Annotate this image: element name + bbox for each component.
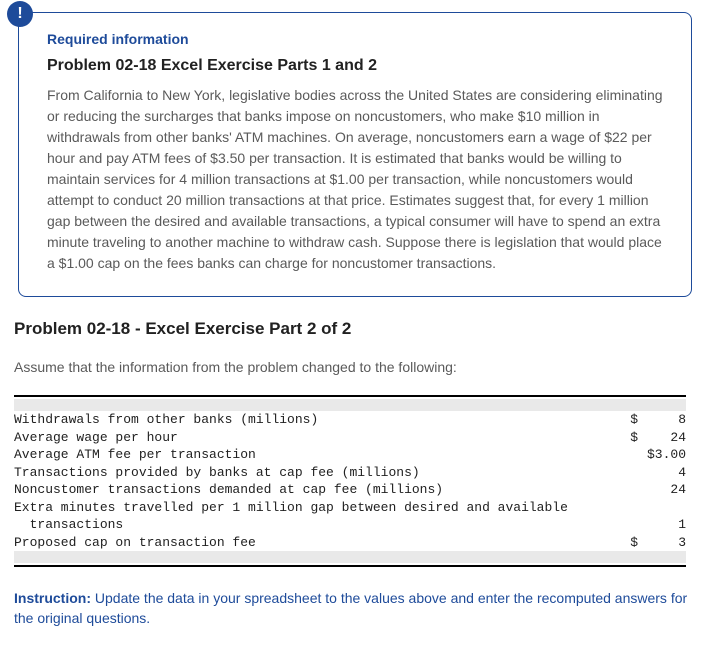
- table-row: Proposed cap on transaction fee$3: [14, 534, 686, 552]
- table-row: Average wage per hour$24: [14, 429, 686, 447]
- row-value: 24: [638, 481, 686, 499]
- data-table: Withdrawals from other banks (millions)$…: [14, 395, 686, 567]
- row-dollar: [618, 499, 638, 517]
- instruction-text: Update the data in your spreadsheet to t…: [14, 590, 687, 626]
- table-row: Transactions provided by banks at cap fe…: [14, 464, 686, 482]
- row-label: transactions: [14, 516, 618, 534]
- row-label: Average wage per hour: [14, 429, 618, 447]
- table-row: Extra minutes travelled per 1 million ga…: [14, 499, 686, 517]
- problem-body: From California to New York, legislative…: [47, 85, 663, 274]
- row-dollar: $: [618, 534, 638, 552]
- row-value: 24: [638, 429, 686, 447]
- row-dollar: $: [618, 429, 638, 447]
- section-title: Problem 02-18 - Excel Exercise Part 2 of…: [14, 319, 696, 339]
- row-dollar: [618, 516, 638, 534]
- table-row: Withdrawals from other banks (millions)$…: [14, 411, 686, 429]
- row-label: Average ATM fee per transaction: [14, 446, 618, 464]
- assume-text: Assume that the information from the pro…: [14, 359, 696, 375]
- instruction-block: Instruction: Update the data in your spr…: [14, 589, 696, 628]
- row-value: 1: [638, 516, 686, 534]
- table-header-shade: [14, 399, 686, 411]
- problem-title: Problem 02-18 Excel Exercise Parts 1 and…: [47, 57, 663, 75]
- row-dollar: [618, 464, 638, 482]
- table-row: Average ATM fee per transaction $3.00: [14, 446, 686, 464]
- required-heading: Required information: [47, 31, 663, 47]
- row-value: [638, 499, 686, 517]
- table-border-bottom: [14, 563, 686, 567]
- row-dollar: [618, 481, 638, 499]
- row-value: $3.00: [638, 446, 686, 464]
- row-label: Extra minutes travelled per 1 million ga…: [14, 499, 618, 517]
- row-value: 8: [638, 411, 686, 429]
- row-value: 3: [638, 534, 686, 552]
- row-label: Proposed cap on transaction fee: [14, 534, 618, 552]
- row-dollar: $: [618, 411, 638, 429]
- info-icon: !: [7, 1, 33, 27]
- info-icon-glyph: !: [17, 5, 22, 23]
- required-info-box: ! Required information Problem 02-18 Exc…: [18, 12, 692, 297]
- table-row: transactions 1: [14, 516, 686, 534]
- instruction-lead: Instruction:: [14, 590, 91, 606]
- table-row: Noncustomer transactions demanded at cap…: [14, 481, 686, 499]
- row-label: Transactions provided by banks at cap fe…: [14, 464, 618, 482]
- row-label: Noncustomer transactions demanded at cap…: [14, 481, 618, 499]
- row-dollar: [618, 446, 638, 464]
- row-label: Withdrawals from other banks (millions): [14, 411, 618, 429]
- table-footer-shade: [14, 551, 686, 563]
- row-value: 4: [638, 464, 686, 482]
